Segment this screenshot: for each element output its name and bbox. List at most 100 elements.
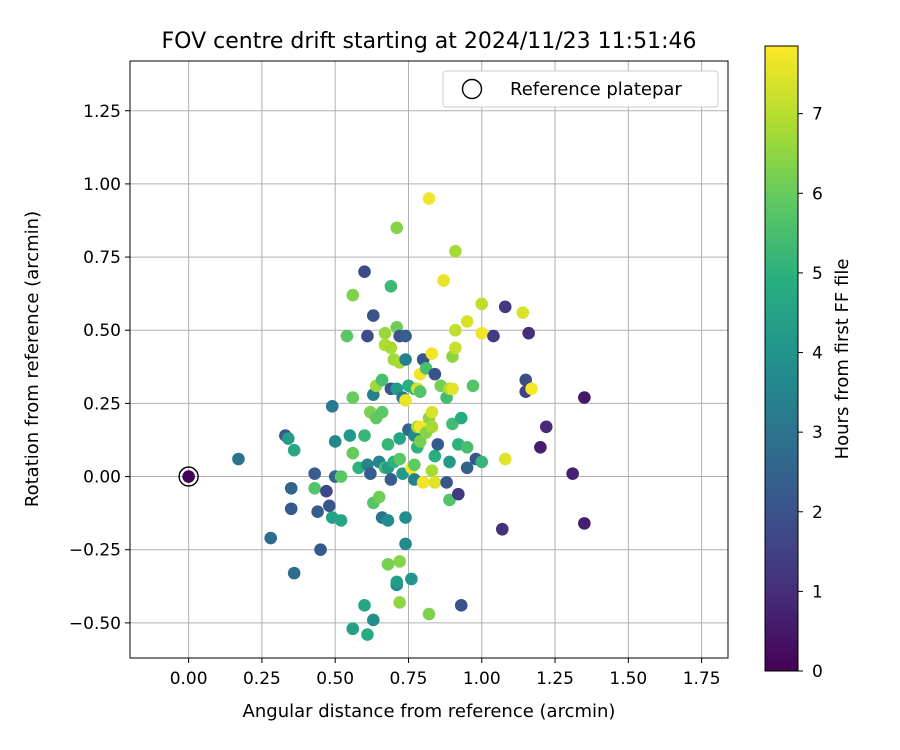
colorbar-tick-label: 5 [812, 264, 823, 284]
y-tick-label: 1.00 [83, 175, 121, 195]
data-point [378, 326, 392, 340]
data-point [498, 452, 512, 466]
data-point [431, 438, 445, 451]
plot-frame [129, 60, 729, 659]
data-point [381, 438, 395, 451]
data-point [328, 435, 342, 448]
data-point [367, 309, 380, 322]
data-point [399, 537, 412, 551]
data-point [334, 470, 348, 483]
data-point [428, 367, 442, 381]
data-point [578, 391, 591, 404]
y-axis-ticks: −0.50 −0.25 0.00 0.25 0.50 0.75 1.00 1.25 [69, 102, 130, 634]
y-axis-label: Rotation from reference (arcmin) [22, 211, 43, 507]
y-tick-label: −0.50 [69, 614, 121, 634]
data-point [264, 531, 278, 545]
data-point [460, 440, 474, 454]
data-point [358, 265, 371, 279]
y-tick-label: 0.75 [83, 248, 121, 268]
x-tick-label: 0.00 [170, 669, 208, 689]
data-point [346, 446, 360, 460]
data-point [534, 440, 547, 454]
data-point [422, 607, 436, 621]
data-point [399, 329, 412, 343]
data-point [372, 490, 386, 504]
data-point [182, 470, 195, 483]
y-tick-label: 0.50 [83, 321, 121, 341]
data-point [566, 467, 579, 480]
legend-label: Reference platepar [510, 79, 682, 100]
data-point [340, 329, 354, 343]
data-point [281, 432, 295, 445]
data-point [449, 244, 462, 258]
data-point [393, 596, 406, 609]
data-point [399, 353, 412, 366]
data-point [334, 514, 348, 527]
data-point [358, 429, 371, 442]
data-point [425, 420, 439, 434]
data-point [408, 458, 421, 472]
data-point [393, 555, 406, 568]
data-point [390, 575, 404, 589]
data-point [498, 300, 512, 314]
data-point [323, 499, 336, 513]
data-point [440, 476, 453, 489]
data-point [346, 288, 360, 302]
data-point [466, 379, 480, 393]
data-point [495, 522, 509, 536]
x-tick-label: 1.25 [536, 669, 574, 689]
data-point [405, 572, 418, 586]
data-point [381, 514, 395, 527]
grid-lines [130, 61, 728, 658]
colorbar-tick-label: 2 [812, 503, 823, 523]
x-tick-label: 0.25 [243, 669, 281, 689]
data-point [314, 543, 327, 557]
x-tick-label: 1.50 [609, 669, 647, 689]
data-point [284, 502, 298, 516]
data-point [364, 467, 377, 480]
data-point [413, 385, 427, 398]
data-point [358, 599, 371, 612]
data-point [460, 461, 474, 475]
data-point [539, 420, 553, 434]
legend-box [442, 70, 719, 108]
data-point [311, 505, 324, 518]
data-point [361, 329, 374, 343]
colorbar-ticks: 0 1 2 3 4 5 6 7 [798, 105, 823, 682]
colorbar-tick-label: 6 [812, 184, 823, 204]
data-point [375, 373, 389, 387]
colorbar-gradient [764, 45, 799, 672]
data-point [449, 341, 462, 355]
data-point [578, 517, 591, 530]
x-tick-label: 1.00 [463, 669, 501, 689]
x-axis-label: Angular distance from reference (arcmin) [243, 701, 616, 722]
x-axis-ticks: 0.00 0.25 0.50 0.75 1.00 1.25 1.50 1.75 [170, 658, 721, 689]
data-point [325, 400, 339, 413]
data-point [367, 613, 380, 627]
colorbar-tick-label: 4 [812, 344, 823, 364]
data-point [346, 622, 360, 636]
data-point [428, 476, 442, 489]
data-point [308, 481, 321, 495]
y-tick-label: 0.25 [83, 394, 121, 414]
reference-platepar-marker [178, 466, 199, 487]
legend-marker-open-circle [461, 78, 483, 100]
data-point [443, 455, 456, 469]
data-point [425, 347, 439, 360]
data-point [475, 455, 489, 469]
colorbar-label: Hours from first FF file [832, 259, 853, 460]
data-point [320, 484, 333, 498]
y-tick-label: 1.25 [83, 102, 121, 122]
data-point [460, 315, 474, 328]
data-point [525, 382, 538, 396]
colorbar: 0 1 2 3 4 5 6 7 Hours from first FF file [764, 45, 853, 682]
reference-point [178, 466, 199, 487]
data-point [308, 467, 321, 480]
data-point [522, 326, 535, 340]
data-point [393, 452, 406, 466]
data-point [384, 473, 398, 486]
data-point [454, 599, 468, 612]
data-point [446, 382, 459, 396]
y-tick-label: −0.25 [69, 541, 121, 561]
